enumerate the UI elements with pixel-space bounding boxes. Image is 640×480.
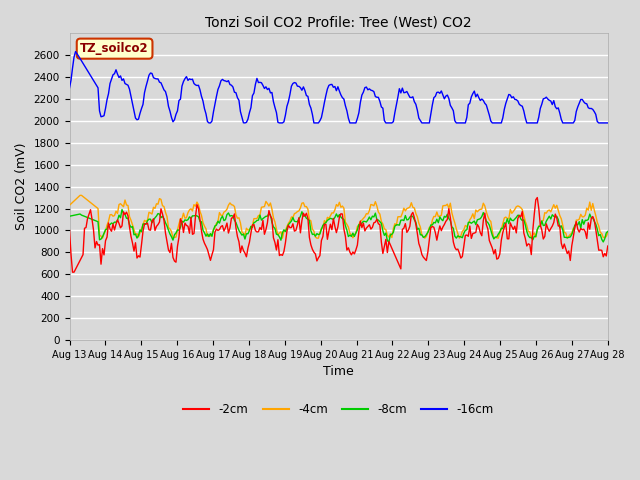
Text: TZ_soilco2: TZ_soilco2: [80, 42, 149, 55]
Y-axis label: Soil CO2 (mV): Soil CO2 (mV): [15, 143, 28, 230]
Title: Tonzi Soil CO2 Profile: Tree (West) CO2: Tonzi Soil CO2 Profile: Tree (West) CO2: [205, 15, 472, 29]
X-axis label: Time: Time: [323, 365, 354, 379]
Legend: -2cm, -4cm, -8cm, -16cm: -2cm, -4cm, -8cm, -16cm: [179, 398, 499, 421]
